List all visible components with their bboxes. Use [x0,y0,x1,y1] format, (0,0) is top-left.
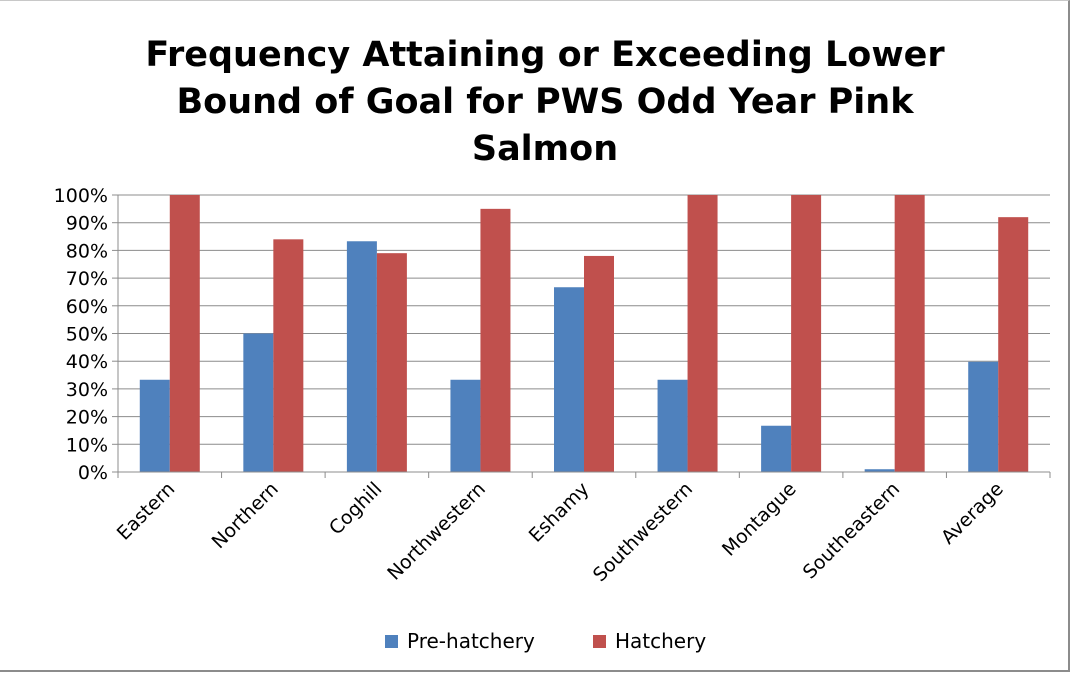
bar-hatchery-average [998,217,1029,472]
y-tick-label: 90% [66,213,108,235]
legend-label-hatchery: Hatchery [615,629,706,653]
bars [139,195,1029,472]
y-tick-label: 10% [66,434,108,456]
bar-pre-hatchery-northern [243,333,274,472]
axes [112,194,1051,478]
y-tick-label: 50% [66,324,108,346]
x-tick-label: Northern [208,478,283,553]
y-tick-labels: 0% 10% 20% 30% 40% 50% 60% 70% 80% 90% 100% [54,185,108,484]
x-tick-label: Southwestern [589,478,697,586]
bar-hatchery-eshamy [584,255,614,472]
x-tick-label: Average [937,478,1008,549]
bar-hatchery-northern [273,239,304,472]
y-tick-label: 40% [66,351,108,373]
bar-hatchery-southwestern [687,195,718,472]
y-tick-label: 20% [66,407,108,429]
bar-pre-hatchery-eastern [139,379,170,472]
y-tick-label: 0% [78,462,108,484]
bar-hatchery-northwestern [480,208,511,472]
chart-title: Frequency Attaining or Exceeding Lower B… [145,35,945,169]
legend-swatch-pre-hatchery [385,635,398,648]
bar-hatchery-montague [791,195,822,472]
x-tick-label: Southeastern [799,478,904,583]
bar-pre-hatchery-southwestern [657,379,688,472]
bar-pre-hatchery-montague [761,425,792,472]
bar-hatchery-coghill [376,253,407,472]
y-tick-label: 60% [66,296,108,318]
bar-pre-hatchery-northwestern [450,379,481,472]
y-tick-label: 70% [66,268,108,290]
y-tick-label: 30% [66,379,108,401]
bar-pre-hatchery-southeastern [864,469,895,472]
bar-pre-hatchery-coghill [346,241,377,472]
legend: Pre-hatchery Hatchery [385,629,706,653]
legend-swatch-hatchery [593,635,606,648]
bar-hatchery-southeastern [894,195,925,472]
y-tick-label: 100% [54,185,108,207]
x-tick-label: Coghill [325,478,386,539]
x-tick-label: Northwestern [383,478,490,585]
x-tick-label: Montague [718,478,801,561]
x-tick-label: Eshamy [525,478,594,547]
x-tick-label: Eastern [113,478,180,545]
y-tick-label: 80% [66,240,108,262]
bar-hatchery-eastern [169,195,200,472]
bar-pre-hatchery-eshamy [554,287,584,472]
bar-pre-hatchery-average [968,361,999,472]
legend-label-pre-hatchery: Pre-hatchery [407,629,535,653]
